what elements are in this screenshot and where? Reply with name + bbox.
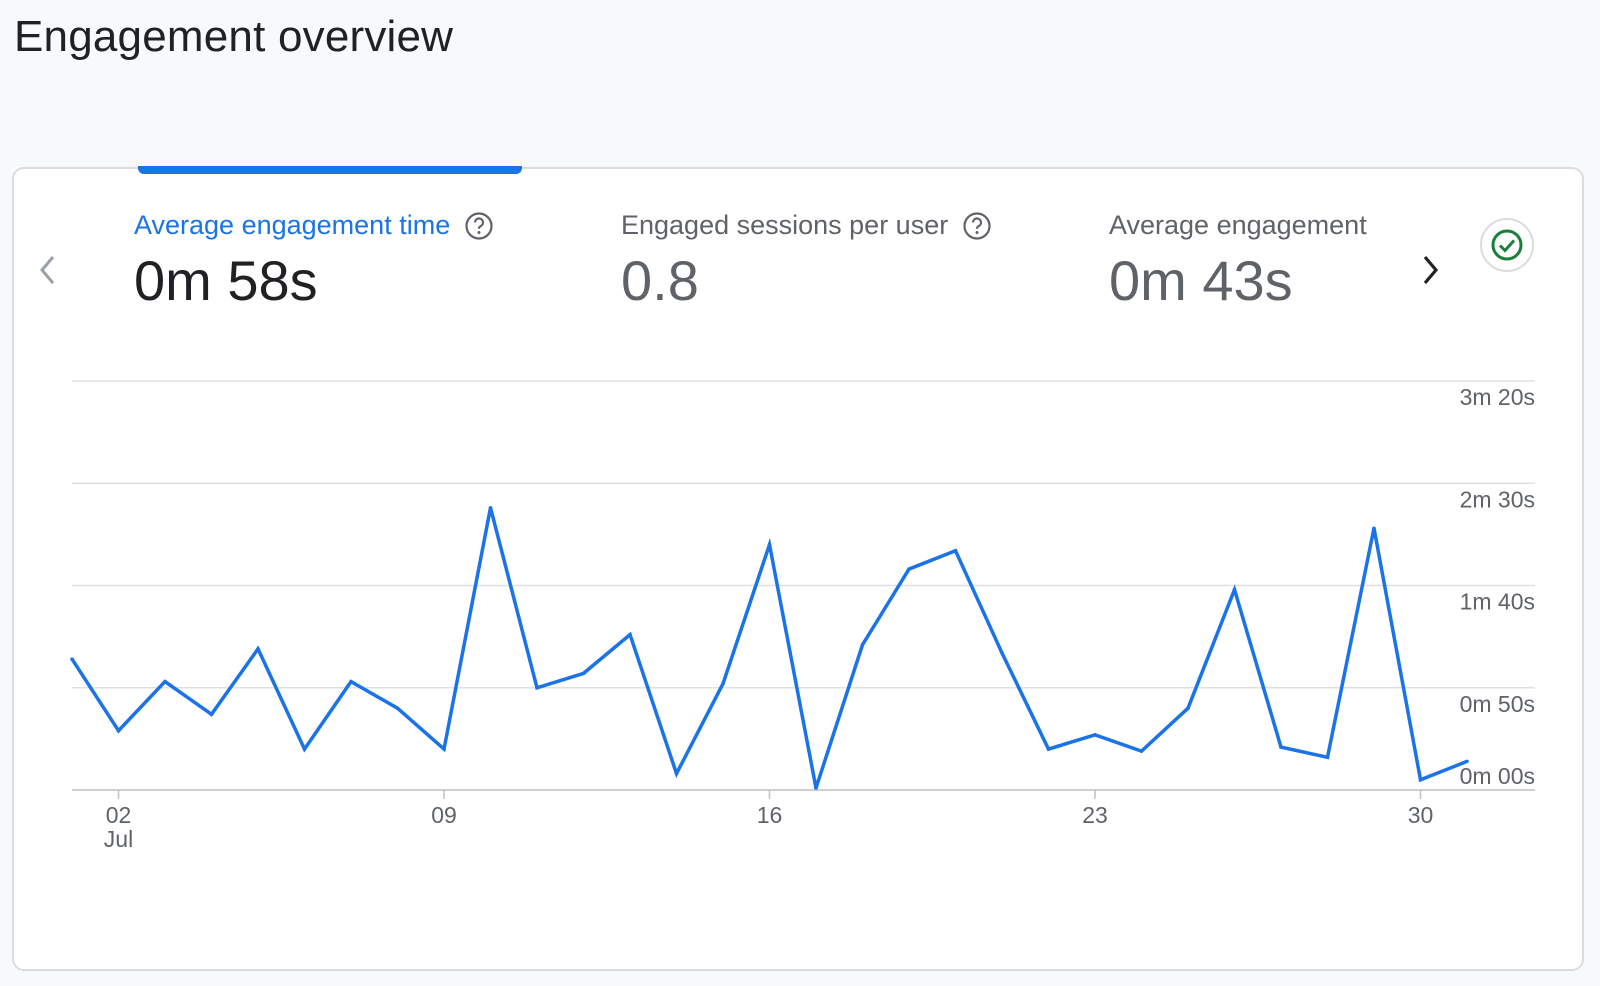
data-point — [628, 632, 632, 637]
series-line — [70, 507, 1468, 789]
data-point — [1279, 745, 1283, 749]
metric-tab-average-engagement-time[interactable]: Average engagement time 0m 58s — [134, 210, 494, 313]
help-circle-icon[interactable] — [962, 211, 992, 241]
data-point — [70, 657, 74, 661]
data-point — [907, 567, 911, 571]
x-tick-label: 16 — [757, 802, 783, 828]
data-point — [814, 786, 818, 790]
data-point — [1046, 747, 1051, 751]
metric-value: 0m 43s — [1109, 249, 1293, 312]
engagement-card — [12, 167, 1584, 971]
help-circle-icon[interactable] — [464, 211, 494, 241]
y-tick-label: 2m 30s — [1460, 486, 1535, 512]
data-point — [488, 505, 493, 510]
metric-label: Engaged sessions per user — [621, 210, 949, 240]
data-point — [860, 643, 865, 647]
x-tick-label: 30 — [1408, 802, 1434, 828]
data-point — [442, 747, 446, 751]
metric-value: 0.8 — [621, 249, 699, 312]
next-metric-button[interactable] — [1410, 250, 1450, 290]
y-tick-label: 3m 20s — [1460, 384, 1535, 410]
check-circle-icon — [1491, 229, 1523, 261]
data-point — [1232, 587, 1237, 592]
data-point — [721, 681, 725, 686]
x-tick-label: 23 — [1082, 802, 1108, 828]
data-point — [116, 728, 121, 733]
chevron-left-icon — [40, 256, 55, 284]
page-title: Engagement overview — [14, 12, 454, 61]
data-point — [767, 542, 772, 547]
data-point — [1372, 526, 1376, 531]
metric-tab-average-engagement[interactable]: Average engagement 0m 43s — [1109, 210, 1367, 313]
active-tab-indicator — [138, 166, 522, 174]
data-point — [1186, 706, 1190, 710]
metric-label: Average engagement — [1109, 210, 1367, 240]
y-tick-label: 0m 00s — [1460, 763, 1535, 789]
data-point — [1418, 777, 1423, 782]
x-tick-label: 09 — [431, 802, 457, 828]
data-point — [535, 685, 539, 690]
data-point — [1465, 759, 1469, 764]
metric-value: 0m 58s — [134, 249, 318, 312]
data-point — [674, 771, 679, 776]
data-point — [953, 548, 958, 553]
data-point — [1093, 732, 1097, 737]
data-point — [581, 671, 586, 676]
data-point — [1000, 651, 1004, 655]
x-tick-label: 02 — [106, 802, 132, 828]
chevron-right-icon — [1423, 255, 1439, 285]
data-point — [1139, 749, 1144, 753]
data-point — [1325, 755, 1330, 760]
metric-tab-engaged-sessions-per-user[interactable]: Engaged sessions per user 0.8 — [621, 210, 992, 313]
x-tick-sublabel: Jul — [104, 826, 133, 852]
previous-metric-button[interactable] — [28, 250, 68, 290]
data-point — [209, 712, 214, 717]
y-tick-label: 1m 40s — [1460, 589, 1535, 615]
data-point — [256, 647, 260, 651]
metric-label: Average engagement time — [134, 210, 451, 240]
y-tick-label: 0m 50s — [1460, 691, 1535, 717]
status-badge[interactable] — [1480, 218, 1534, 272]
data-point — [302, 747, 307, 751]
data-point — [349, 679, 353, 684]
data-point — [163, 679, 167, 684]
data-point — [395, 706, 400, 710]
